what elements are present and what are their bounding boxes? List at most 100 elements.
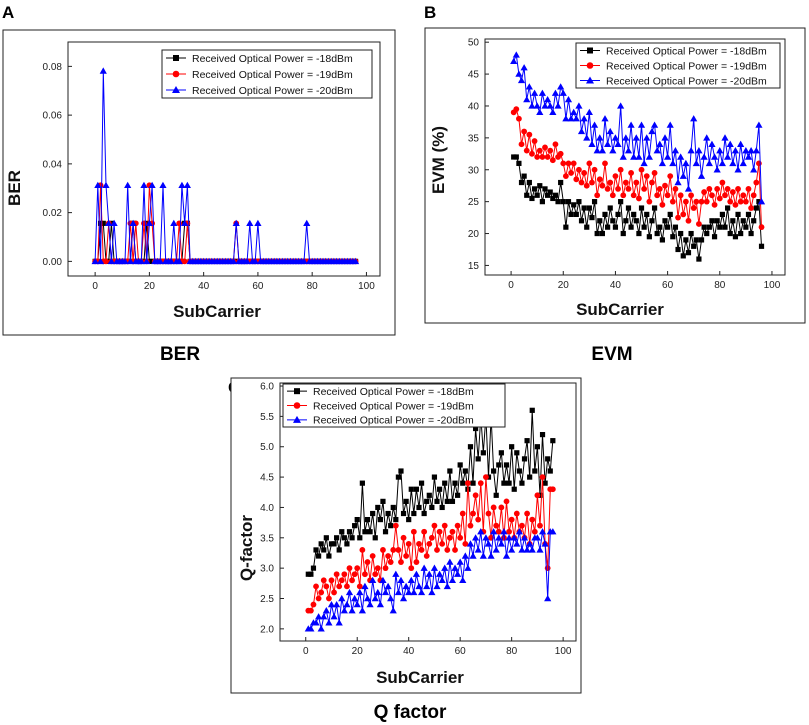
data-point: [615, 185, 621, 192]
data-point: [502, 552, 511, 559]
data-point: [327, 600, 336, 608]
data-point: [356, 588, 364, 596]
data-point: [321, 547, 327, 553]
data-point: [591, 199, 598, 205]
data-point: [604, 140, 612, 147]
data-point: [511, 154, 517, 160]
data-point: [418, 480, 425, 486]
data-point: [352, 523, 358, 529]
data-point: [495, 528, 502, 535]
data-point: [441, 522, 448, 529]
data-point: [485, 510, 492, 517]
data-point: [464, 564, 472, 571]
data-point: [508, 546, 516, 553]
x-tick-label: 40: [198, 281, 210, 292]
data-point: [714, 218, 720, 224]
data-point: [175, 257, 183, 265]
legend-marker: [293, 402, 301, 409]
legend-label: Received Optical Power = -19dBm: [606, 60, 767, 72]
data-point: [436, 486, 443, 492]
data-point: [612, 224, 619, 230]
panel-A-letter: A: [2, 3, 14, 22]
data-point: [140, 181, 148, 189]
data-point: [534, 444, 540, 450]
data-point: [755, 121, 763, 128]
data-point: [611, 134, 620, 141]
data-point: [375, 504, 381, 511]
data-point: [339, 529, 345, 535]
data-point: [460, 480, 466, 486]
data-point: [490, 504, 497, 511]
data-point: [585, 108, 593, 116]
data-point: [322, 607, 330, 614]
data-point: [637, 121, 646, 128]
data-point: [643, 134, 651, 141]
y-tick-label: 15: [468, 261, 480, 272]
data-point: [756, 160, 762, 167]
data-point: [346, 565, 353, 572]
data-point: [757, 198, 766, 205]
legend-label: Received Optical Power = -20dBm: [192, 85, 353, 97]
data-point: [334, 535, 340, 541]
data-point: [664, 192, 671, 199]
data-point: [700, 153, 708, 160]
panel-C-plot: 0 20 40 60 80 100 2.0 2.5 3.0 3.5 4.0 4.5 5.0 5.5 6.0 R…: [260, 382, 572, 657]
data-point: [546, 102, 554, 109]
data-point: [541, 540, 549, 547]
data-point: [580, 115, 588, 122]
data-point: [518, 546, 526, 553]
data-point: [447, 468, 453, 474]
data-point: [326, 553, 332, 559]
data-point: [424, 498, 430, 504]
x-tick-label: 20: [558, 280, 570, 291]
data-point: [742, 198, 749, 205]
data-point: [646, 234, 652, 240]
data-point: [735, 211, 741, 218]
data-point: [589, 214, 595, 221]
data-point: [688, 230, 694, 237]
data-point: [664, 153, 672, 160]
data-point: [521, 128, 528, 135]
data-point: [562, 115, 570, 122]
data-point: [426, 492, 432, 498]
x-tick-label: 0: [303, 646, 309, 657]
data-point: [675, 214, 681, 221]
data-point: [550, 195, 556, 202]
data-point: [557, 150, 564, 157]
data-point: [425, 570, 433, 577]
data-point: [622, 179, 629, 186]
data-point: [687, 147, 695, 154]
data-point: [627, 121, 635, 128]
data-point: [717, 224, 723, 230]
data-point: [614, 140, 622, 147]
data-point: [550, 438, 556, 444]
data-point: [698, 198, 705, 205]
data-point: [516, 468, 522, 474]
data-point: [176, 220, 183, 227]
data-point: [159, 181, 167, 189]
data-point: [583, 182, 590, 189]
data-point: [402, 582, 410, 590]
data-point: [354, 565, 361, 572]
data-point: [303, 219, 311, 227]
y-tick-label: 20: [468, 229, 480, 240]
data-point: [354, 516, 360, 523]
data-point: [578, 179, 585, 186]
data-point: [590, 121, 599, 128]
data-point: [612, 173, 619, 180]
data-point: [709, 218, 715, 224]
data-point: [549, 157, 556, 164]
data-point: [451, 564, 459, 571]
data-point: [369, 576, 377, 583]
data-point: [251, 257, 259, 265]
data-point: [536, 147, 543, 154]
data-point: [496, 462, 502, 468]
data-point: [315, 595, 322, 602]
data-point: [711, 201, 718, 208]
data-point: [666, 121, 674, 128]
data-point: [376, 600, 384, 608]
data-point: [325, 619, 333, 626]
data-point: [336, 547, 342, 553]
data-point: [734, 166, 742, 173]
data-point: [129, 219, 137, 227]
